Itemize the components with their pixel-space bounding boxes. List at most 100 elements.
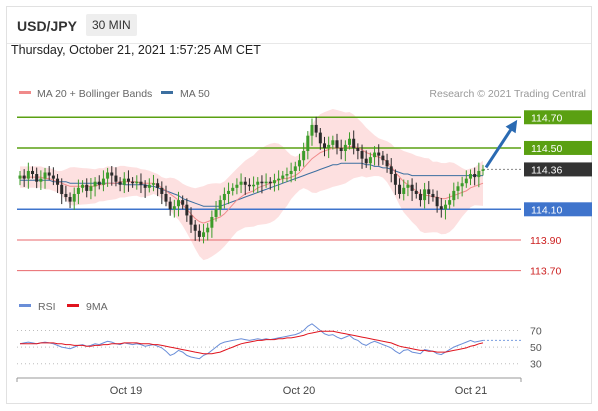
candle bbox=[456, 181, 460, 200]
ma20-legend-swatch bbox=[19, 91, 31, 94]
candle bbox=[389, 158, 393, 183]
candle-body bbox=[331, 140, 335, 145]
candle bbox=[235, 178, 239, 195]
research-credit: Research © 2021 Trading Central bbox=[429, 88, 586, 100]
candle-body bbox=[427, 189, 431, 194]
candle-body bbox=[31, 170, 35, 175]
candle-body bbox=[101, 178, 105, 185]
candle-body bbox=[197, 230, 201, 237]
candle bbox=[147, 178, 151, 193]
bollinger-band-area bbox=[20, 109, 483, 261]
level-lines bbox=[17, 116, 521, 272]
candle-body bbox=[222, 193, 226, 201]
rsi-legend: RSI 9MA bbox=[19, 301, 108, 313]
candle bbox=[97, 175, 101, 190]
candle-body bbox=[47, 172, 51, 176]
candle-body bbox=[147, 184, 151, 188]
timeframe-badge[interactable]: 30 MIN bbox=[86, 14, 137, 36]
chart-widget: USD/JPY 30 MIN bbox=[6, 6, 592, 404]
candle-body bbox=[106, 172, 110, 179]
target-arrow bbox=[484, 119, 518, 169]
candle bbox=[435, 190, 439, 213]
level-114-70-label: 114.70 bbox=[531, 112, 562, 124]
main-legend: MA 20 + Bollinger Bands MA 50 Research ©… bbox=[19, 88, 586, 100]
candle-body bbox=[51, 175, 55, 179]
candle-body bbox=[177, 200, 181, 207]
candle-body bbox=[414, 190, 418, 194]
rsi-lines bbox=[19, 323, 521, 360]
candle-body bbox=[293, 166, 297, 171]
candle-body bbox=[406, 184, 410, 188]
candle-body bbox=[431, 193, 435, 198]
candle-body bbox=[381, 155, 385, 161]
candle bbox=[101, 170, 105, 192]
candle bbox=[318, 128, 322, 150]
candle-body bbox=[452, 190, 456, 201]
candle bbox=[151, 174, 155, 192]
candle-body bbox=[327, 144, 331, 148]
chart-header: USD/JPY 30 MIN bbox=[7, 7, 591, 44]
ma20-legend-label: MA 20 + Bollinger Bands bbox=[37, 88, 152, 100]
candle bbox=[139, 173, 143, 194]
candle-body bbox=[481, 169, 485, 171]
candle bbox=[339, 139, 343, 160]
candle bbox=[360, 144, 364, 169]
level-114-36-badge bbox=[524, 162, 592, 177]
candle-body bbox=[335, 140, 339, 148]
candle-body bbox=[189, 215, 193, 225]
candle-body bbox=[18, 175, 22, 179]
candle bbox=[423, 182, 427, 209]
candle-body bbox=[247, 184, 251, 187]
candle bbox=[81, 180, 85, 193]
x-axis: Oct 19 Oct 20 Oct 21 bbox=[16, 377, 522, 397]
candle bbox=[222, 187, 226, 209]
candle bbox=[60, 178, 64, 205]
candle-body bbox=[364, 158, 368, 164]
candle-body bbox=[185, 204, 189, 216]
candle bbox=[156, 178, 160, 197]
candle bbox=[306, 131, 310, 160]
x-tick-label: Oct 21 bbox=[455, 385, 487, 397]
candle bbox=[231, 183, 235, 196]
rsi-path bbox=[19, 323, 484, 360]
candle-body bbox=[281, 175, 285, 179]
candle bbox=[368, 152, 372, 170]
candle bbox=[26, 162, 30, 189]
candle bbox=[268, 177, 272, 190]
candle bbox=[277, 170, 281, 191]
candle-body bbox=[318, 132, 322, 144]
candle bbox=[206, 223, 210, 241]
candle bbox=[160, 181, 164, 205]
candle bbox=[18, 170, 22, 186]
candle bbox=[352, 130, 356, 155]
candle bbox=[247, 178, 251, 191]
candle-body bbox=[264, 181, 268, 184]
candle-body bbox=[268, 181, 272, 184]
candle bbox=[135, 175, 139, 190]
candle bbox=[281, 170, 285, 184]
candle bbox=[335, 133, 339, 155]
candle bbox=[452, 182, 456, 207]
candle bbox=[293, 161, 297, 182]
candle bbox=[22, 169, 26, 187]
candle bbox=[406, 180, 410, 197]
candle-body bbox=[93, 181, 97, 187]
rsi-gridlines: 70 50 30 bbox=[17, 325, 542, 371]
candle bbox=[302, 142, 306, 167]
candle-body bbox=[39, 178, 43, 182]
candle-body bbox=[227, 190, 231, 194]
level-114-10-label: 114.10 bbox=[531, 204, 562, 216]
candle bbox=[414, 182, 418, 199]
bollinger-bands bbox=[20, 109, 483, 261]
candle-body bbox=[343, 144, 347, 152]
candle bbox=[185, 198, 189, 222]
candle bbox=[297, 153, 301, 171]
candle-body bbox=[85, 184, 89, 191]
candle bbox=[126, 170, 130, 192]
level-114-70-badge bbox=[524, 110, 592, 125]
candle bbox=[189, 207, 193, 233]
rsi-legend-swatch bbox=[19, 304, 31, 307]
candle-body bbox=[398, 184, 402, 194]
candle bbox=[343, 140, 347, 162]
candle bbox=[56, 174, 60, 194]
